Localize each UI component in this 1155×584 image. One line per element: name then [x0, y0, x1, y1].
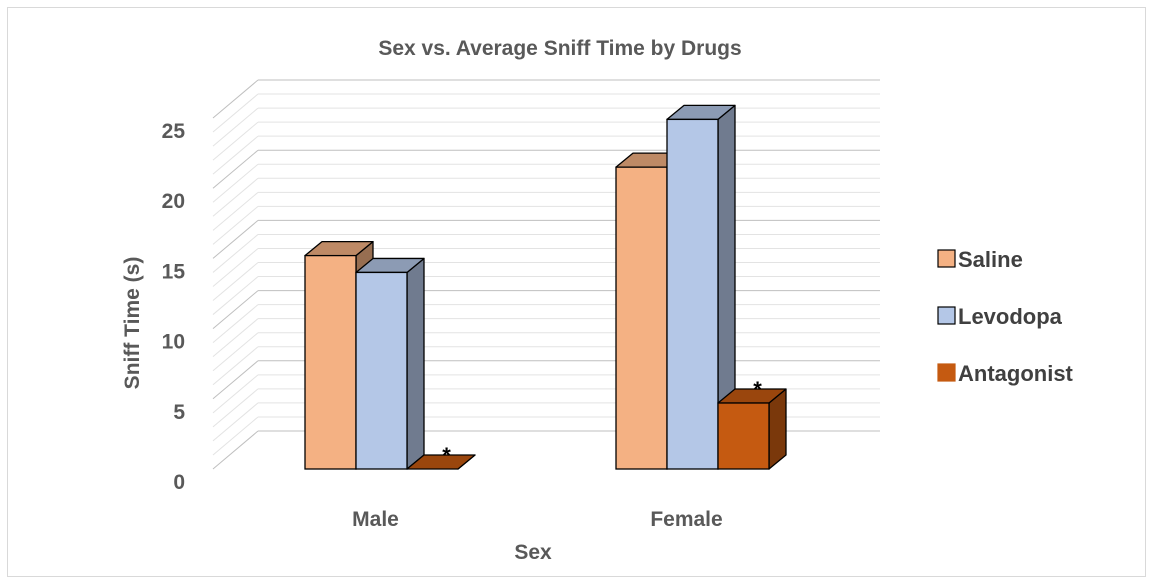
bar-antagonist-female: [717, 388, 787, 470]
y-tick-label: 5: [173, 401, 185, 424]
bar-top: [406, 454, 476, 470]
y-tick-label: 15: [162, 260, 186, 283]
x-tick-labels: Male Female: [352, 508, 723, 531]
legend-swatch-levodopa: [937, 306, 956, 325]
chart-frame: * * Sex vs. Average Sniff Time by Drugs S…: [7, 7, 1146, 577]
gridline-diagonal: [212, 388, 259, 428]
gridline-diagonal: [212, 135, 259, 175]
bar-levodopa-male: [355, 257, 425, 470]
y-tick-label: 0: [173, 471, 185, 494]
gridline-diagonal: [212, 191, 259, 231]
legend-label-levodopa: Levodopa: [958, 304, 1063, 329]
legend-label-saline: Saline: [958, 247, 1023, 272]
gridline-diagonal: [212, 177, 259, 217]
gridline-diagonal: [212, 332, 259, 372]
bar-front: [355, 271, 408, 470]
legend-label-antagonist: Antagonist: [958, 361, 1074, 386]
gridline-diagonal: [212, 248, 259, 287]
gridline-diagonal: [212, 304, 259, 344]
y-tick-labels: 0 5 10 15 20 25: [162, 120, 186, 494]
bar-front: [717, 402, 770, 470]
x-axis-label: Sex: [514, 541, 552, 564]
x-tick-label: Male: [352, 508, 399, 531]
gridline-diagonal: [212, 107, 259, 147]
chart-title: Sex vs. Average Sniff Time by Drugs: [378, 37, 741, 60]
bar-side: [406, 257, 425, 470]
gridline-diagonal: [212, 318, 259, 358]
y-tick-label: 20: [162, 190, 185, 213]
significance-asterisk: *: [442, 443, 451, 468]
chart-svg: ** Sex vs. Average Sniff Time by Drugs S…: [121, 37, 1074, 564]
x-tick-label: Female: [650, 508, 722, 531]
gridline-diagonal: [212, 262, 259, 301]
bar-front: [666, 118, 719, 470]
annotations: **: [442, 377, 762, 468]
gridline-diagonal: [212, 79, 259, 119]
gridline-diagonal: [212, 220, 259, 259]
gridline-diagonal: [212, 430, 259, 470]
gridline-diagonal: [212, 374, 259, 414]
gridline-diagonal: [212, 402, 259, 442]
legend-swatch-antagonist: [937, 363, 956, 382]
gridline-diagonal: [212, 149, 259, 189]
bar-antagonist-male: [406, 454, 476, 470]
gridline-diagonal: [212, 205, 259, 245]
bars: [304, 104, 787, 470]
y-tick-label: 25: [162, 120, 186, 143]
gridline-diagonal: [212, 121, 259, 161]
bar-front: [615, 166, 668, 470]
gridline-diagonal: [212, 346, 259, 386]
legend: Saline Levodopa Antagonist: [937, 247, 1074, 386]
gridline-diagonal: [212, 234, 259, 273]
y-tick-label: 10: [162, 331, 185, 354]
legend-swatch-saline: [937, 249, 956, 268]
gridline-diagonal: [212, 276, 259, 315]
bar-front: [304, 254, 357, 470]
bar-levodopa-female: [666, 104, 736, 470]
gridline-diagonal: [212, 93, 259, 133]
significance-asterisk: *: [753, 377, 762, 402]
gridline-diagonal: [212, 290, 259, 329]
gridline-diagonal: [212, 163, 259, 203]
y-axis-label: Sniff Time (s): [121, 257, 144, 390]
gridline-diagonal: [212, 360, 259, 400]
gridline-diagonal: [212, 416, 259, 456]
